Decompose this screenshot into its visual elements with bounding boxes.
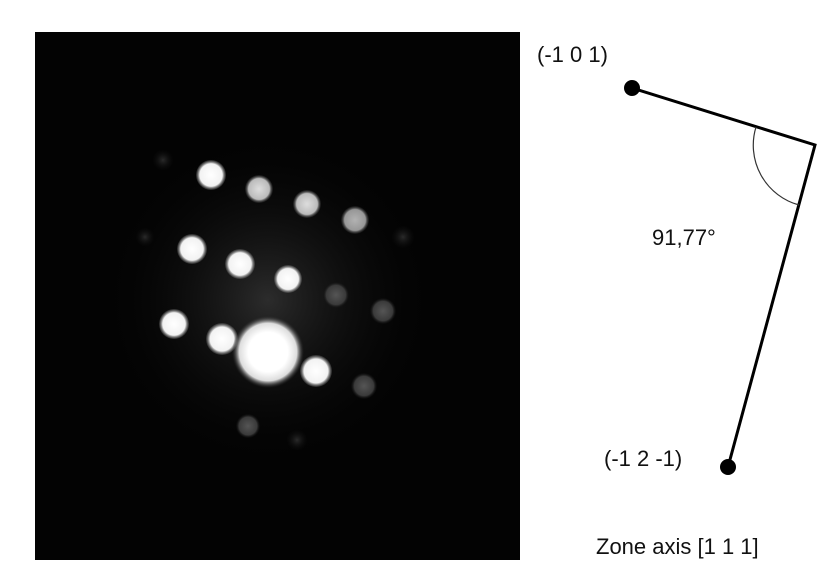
point — [720, 459, 736, 475]
figure: (-1 0 1) 91,77° (-1 2 -1) Zone axis [1 1… — [0, 0, 825, 582]
point — [624, 80, 640, 96]
plane-label: (-1 0 1) — [537, 42, 608, 67]
angle-label: 91,77° — [652, 225, 716, 250]
diffraction-image — [35, 32, 520, 560]
zone-lines — [632, 88, 815, 467]
plane-label: (-1 2 -1) — [604, 446, 682, 471]
zone-axis-label: Zone axis [1 1 1] — [596, 534, 759, 559]
angle-diagram: (-1 0 1) 91,77° (-1 2 -1) Zone axis [1 1… — [537, 42, 815, 559]
